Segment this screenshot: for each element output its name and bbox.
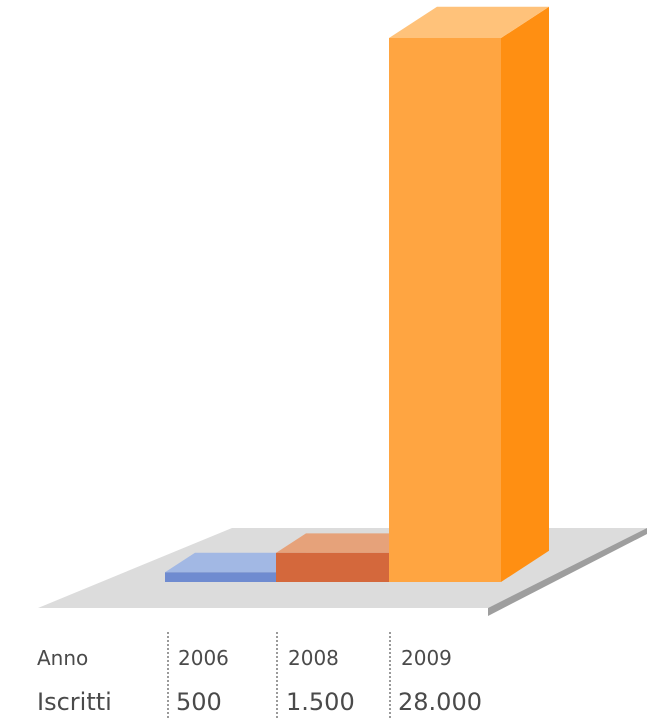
bar-front-face [165,572,276,582]
category-label: 2006 [178,646,229,670]
value-row-label: Iscritti [37,688,112,716]
column-separator [389,632,391,718]
bar-top-face [165,552,306,573]
bar-top-face [276,533,419,553]
bar-front-face [389,38,501,582]
floor-edge [488,528,647,616]
category-label: 2008 [288,646,339,670]
column-separator [167,632,169,718]
bar-side-face [501,6,549,583]
category-row-label: Anno [37,646,89,670]
value-label: 1.500 [286,688,355,716]
column-separator [276,632,278,718]
bar-2009 [389,6,549,583]
value-label: 28.000 [398,688,482,716]
bars [165,6,549,583]
bar-top-face [389,6,549,39]
value-label: 500 [176,688,222,716]
bar-front-face [276,552,389,582]
category-label: 2009 [401,646,452,670]
